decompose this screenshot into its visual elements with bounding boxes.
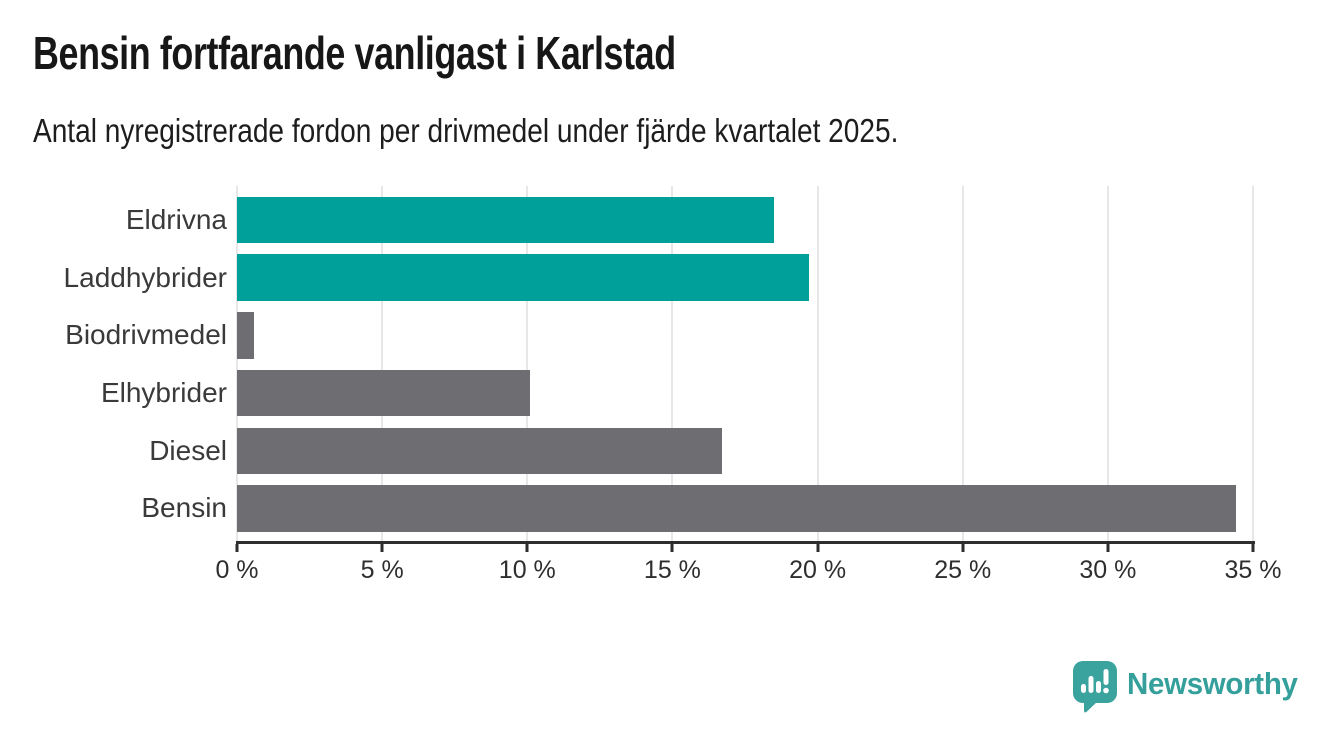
newsworthy-speech-bubble-chart-icon — [1073, 661, 1118, 713]
axis-tick-label: 5 % — [360, 556, 404, 584]
gridline — [816, 186, 819, 541]
gridline — [236, 186, 238, 541]
bar-row: Eldrivna — [126, 196, 1253, 244]
bar-eldrivna — [237, 196, 775, 244]
chart-subtitle: Antal nyregistrerade fordon per drivmede… — [33, 112, 899, 149]
bar-row: Laddhybrider — [64, 254, 1253, 301]
axis-tick — [380, 544, 384, 552]
axis-tick-label: 20 % — [789, 556, 847, 584]
axis-tick-label: 15 % — [643, 556, 701, 584]
gridline — [1106, 186, 1109, 541]
bar-bensin — [237, 485, 1236, 532]
gridline — [961, 186, 964, 541]
bar-biodrivmedel — [237, 312, 255, 359]
axis-tick — [670, 544, 674, 552]
axis-tick-label: 25 % — [934, 556, 992, 584]
bar-elhybrider — [237, 369, 531, 417]
axis-tick — [1251, 544, 1255, 552]
category-label: Eldrivna — [125, 203, 227, 235]
gridline — [381, 186, 384, 541]
category-label: Biodrivmedel — [65, 319, 227, 351]
axis-tick — [1106, 544, 1110, 552]
chart-title: Bensin fortfarande vanligast i Karlstad — [33, 27, 676, 79]
axis-tick-label: 10 % — [498, 556, 556, 584]
axis-tick — [235, 544, 239, 552]
category-label: Laddhybrider — [63, 261, 227, 293]
x-axis: 0 % 5 % 10 % 15 % 20 % 25 % 30 % 35 % — [215, 541, 1281, 589]
axis-tick-label: 30 % — [1079, 556, 1137, 584]
bar-row: Elhybrider — [101, 369, 1253, 417]
axis-tick — [525, 544, 529, 552]
category-label: Elhybrider — [100, 377, 227, 409]
brand-name: Newsworthy — [1127, 666, 1299, 701]
gridline — [1252, 186, 1254, 541]
brand-footer: Newsworthy — [1072, 654, 1307, 714]
category-label: Bensin — [141, 492, 227, 524]
category-label: Diesel — [149, 434, 227, 466]
bar-diesel — [237, 427, 722, 474]
gridline — [671, 186, 674, 541]
x-axis-line — [236, 541, 1255, 544]
bar-row: Diesel — [149, 427, 1253, 474]
plot-area: Eldrivna Laddhybrider Biodrivmedel Elhybrid… — [64, 186, 1254, 541]
axis-tick — [961, 544, 965, 552]
axis-tick-label: 35 % — [1224, 556, 1282, 584]
bar-row: Bensin — [141, 485, 1253, 532]
axis-tick — [816, 544, 820, 552]
axis-tick-label: 0 % — [215, 556, 259, 584]
gridline — [526, 186, 529, 541]
bar-row: Biodrivmedel — [65, 312, 1253, 359]
bar-laddhybrider — [237, 254, 809, 301]
